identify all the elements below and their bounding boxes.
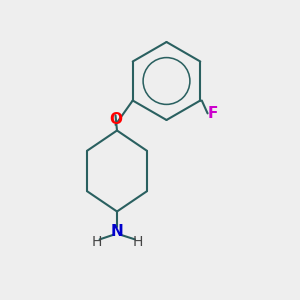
Text: O: O [109,112,122,128]
Text: H: H [133,236,143,249]
Text: H: H [92,236,102,249]
Text: F: F [208,106,218,122]
Text: N: N [111,224,123,239]
